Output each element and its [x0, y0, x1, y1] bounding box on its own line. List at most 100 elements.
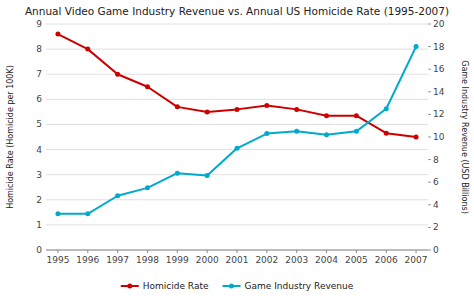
point — [414, 135, 419, 140]
x-tick — [326, 250, 327, 253]
x-tick — [356, 250, 357, 253]
y2-tick-label: 6 — [433, 177, 439, 187]
point — [55, 211, 60, 216]
y2-tick — [428, 204, 431, 205]
point — [115, 72, 120, 77]
point — [324, 132, 329, 137]
point — [205, 109, 210, 114]
x-tick-label: 2004 — [315, 255, 338, 265]
y-tick-label: 6 — [36, 94, 42, 104]
x-tick-label: 2007 — [405, 255, 428, 265]
point — [384, 106, 389, 111]
point — [264, 131, 269, 136]
legend: Homicide Rate Game Industry Revenue — [121, 281, 354, 291]
y2-tick — [428, 159, 431, 160]
y-tick-label: 2 — [36, 195, 42, 205]
y2-tick-label: 8 — [433, 155, 439, 165]
x-tick-label: 1995 — [46, 255, 69, 265]
y2-tick — [428, 227, 431, 228]
x-tick — [416, 250, 417, 253]
y2-tick-label: 20 — [433, 19, 445, 29]
y2-axis-label: Game Industry Revenue (USD Billions) — [460, 60, 469, 214]
point — [235, 107, 240, 112]
x-tick-label: 2005 — [345, 255, 368, 265]
x-tick — [147, 250, 148, 253]
y2-tick — [428, 182, 431, 183]
point — [205, 173, 210, 178]
point — [235, 146, 240, 151]
x-tick-label: 1996 — [76, 255, 99, 265]
point — [85, 211, 90, 216]
grid-line — [46, 174, 428, 175]
y2-tick — [428, 250, 431, 251]
y-tick-label: 8 — [36, 44, 42, 54]
y2-tick — [428, 24, 431, 25]
y-tick-label: 3 — [36, 170, 42, 180]
x-tick — [266, 250, 267, 253]
point — [354, 129, 359, 134]
y2-tick-label: 0 — [433, 245, 439, 255]
x-tick-label: 1997 — [106, 255, 129, 265]
grid-line — [46, 99, 428, 100]
grid-line — [46, 24, 428, 25]
x-tick-label: 2000 — [196, 255, 219, 265]
y2-tick — [428, 69, 431, 70]
y2-tick-label: 2 — [433, 222, 439, 232]
legend-item: Game Industry Revenue — [223, 281, 354, 291]
grid-line — [46, 49, 428, 50]
legend-marker — [127, 284, 132, 289]
y2-tick-label: 12 — [433, 109, 444, 119]
legend-label: Homicide Rate — [143, 281, 209, 291]
point — [294, 129, 299, 134]
x-tick — [177, 250, 178, 253]
y2-tick-label: 16 — [433, 64, 445, 74]
point — [294, 107, 299, 112]
title: Annual Video Game Industry Revenue vs. A… — [25, 5, 449, 17]
series-line — [58, 47, 416, 214]
point — [414, 44, 419, 49]
point — [264, 103, 269, 108]
point — [384, 131, 389, 136]
x-tick — [296, 250, 297, 253]
grid-line — [46, 74, 428, 75]
point — [145, 84, 150, 89]
chart: Annual Video Game Industry Revenue vs. A… — [0, 0, 474, 296]
y2-tick-label: 10 — [433, 132, 445, 142]
x-tick — [57, 250, 58, 253]
point — [175, 171, 180, 176]
y2-tick — [428, 114, 431, 115]
y2-tick — [428, 91, 431, 92]
legend-marker — [229, 284, 234, 289]
y-tick-label: 0 — [36, 245, 42, 255]
point — [55, 32, 60, 37]
y-tick-label: 9 — [36, 19, 42, 29]
y-tick-label: 5 — [36, 119, 42, 129]
y-tick-label: 4 — [36, 145, 42, 155]
x-tick-label: 1998 — [136, 255, 159, 265]
y2-tick-label: 14 — [433, 87, 445, 97]
point — [175, 104, 180, 109]
x-tick — [87, 250, 88, 253]
x-tick-label: 2003 — [285, 255, 308, 265]
series-line — [58, 34, 416, 137]
legend-label: Game Industry Revenue — [245, 281, 354, 291]
y2-tick-label: 4 — [433, 200, 439, 210]
y-tick-label: 7 — [36, 69, 42, 79]
x-tick-label: 2006 — [375, 255, 398, 265]
point — [115, 193, 120, 198]
grid-line — [46, 199, 428, 200]
x-tick — [237, 250, 238, 253]
y-axis-label: Homicide Rate (Homicide per 100K) — [6, 65, 15, 209]
point — [145, 185, 150, 190]
x-tick — [207, 250, 208, 253]
legend-item: Homicide Rate — [121, 281, 209, 291]
grid-line — [46, 224, 428, 225]
x-tick — [117, 250, 118, 253]
plot-area — [55, 32, 418, 217]
x-tick-label: 2002 — [255, 255, 278, 265]
y-tick-label: 1 — [36, 220, 42, 230]
x-tick — [386, 250, 387, 253]
x-tick-label: 2001 — [226, 255, 249, 265]
y2-tick-label: 18 — [433, 42, 445, 52]
y2-tick — [428, 137, 431, 138]
